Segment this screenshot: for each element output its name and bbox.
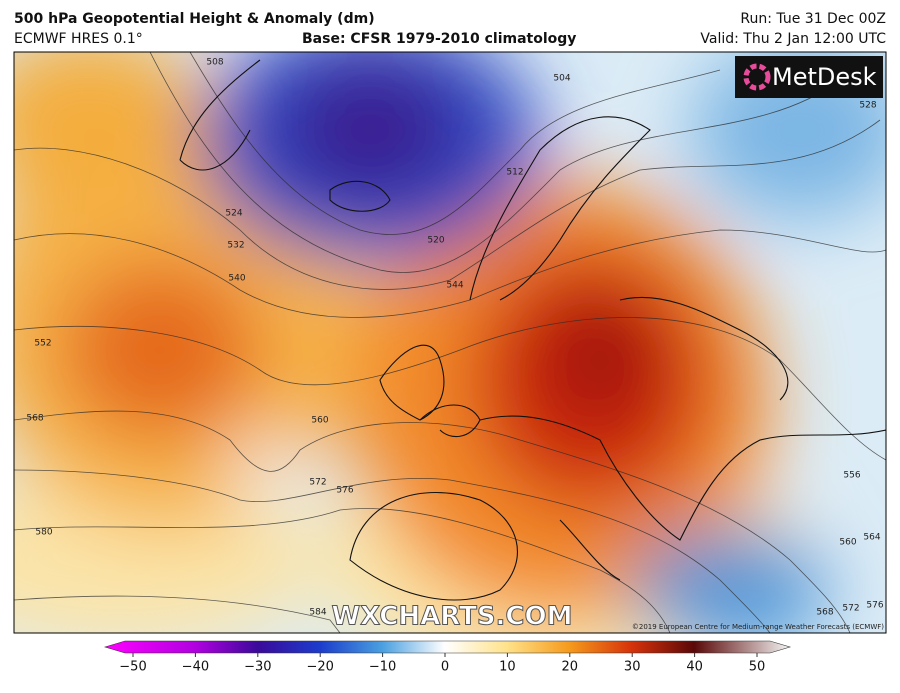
colorbar-tick-label: −50	[119, 660, 146, 675]
copyright: ©2019 European Centre for Medium-range W…	[632, 623, 884, 631]
map: 508 504 512 520 524 532 540 544 552 560 …	[14, 52, 886, 633]
colorbar-tick-label: −30	[244, 660, 271, 675]
contour-label: 572	[309, 478, 326, 488]
colorbar-tick-label: 30	[624, 660, 641, 675]
logo: MetDesk	[735, 56, 883, 98]
contour-label: 540	[228, 274, 245, 284]
contour-label: 520	[427, 236, 444, 246]
logo-text: MetDesk	[772, 63, 877, 91]
contour-label: 528	[859, 101, 876, 111]
colorbar-tick-label: −20	[306, 660, 333, 675]
contour-label: 560	[311, 416, 328, 426]
contour-label: 552	[34, 339, 51, 349]
colorbar-tick-label: 10	[499, 660, 516, 675]
contour-label: 564	[863, 533, 880, 543]
contour-label: 568	[26, 414, 43, 424]
contour-label: 556	[843, 471, 860, 481]
contour-label: 508	[206, 58, 223, 68]
colorbar-tick-label: 50	[749, 660, 766, 675]
contour-label: 568	[816, 608, 833, 618]
valid: Valid: Thu 2 Jan 12:00 UTC	[700, 31, 886, 47]
base: Base: CFSR 1979-2010 climatology	[302, 31, 576, 47]
contour-label: 580	[35, 528, 52, 538]
run: Run: Tue 31 Dec 00Z	[740, 11, 886, 27]
colorbar-tick-label: 40	[686, 660, 703, 675]
contour-label: 560	[839, 538, 856, 548]
colorbar-tick-label: −10	[369, 660, 396, 675]
colorbar-tick-label: 0	[441, 660, 449, 675]
contour-label: 524	[225, 209, 242, 219]
model: ECMWF HRES 0.1°	[14, 31, 143, 47]
contour-label: 504	[553, 74, 570, 84]
contour-label: 572	[842, 604, 859, 614]
title: 500 hPa Geopotential Height & Anomaly (d…	[14, 11, 375, 27]
colorbar: −50 −40 −30 −20 −10 0 10 20 30 40 50	[103, 640, 792, 675]
contour-label: 532	[227, 241, 244, 251]
contour-label: 584	[309, 608, 326, 618]
watermark: WXCHARTS.COM	[331, 602, 572, 632]
contour-labels: 508 504 512 520 524 532 540 544 552 560 …	[26, 58, 883, 618]
contour-label: 512	[506, 168, 523, 178]
map-frame	[13, 51, 887, 634]
colorbar-tick-label: −40	[182, 660, 209, 675]
colorbar-tick-label: 20	[562, 660, 579, 675]
coastlines	[179, 59, 886, 601]
contours	[14, 52, 886, 633]
contour-label: 576	[336, 486, 353, 496]
contour-label: 544	[446, 281, 463, 291]
contour-label: 576	[866, 601, 883, 611]
